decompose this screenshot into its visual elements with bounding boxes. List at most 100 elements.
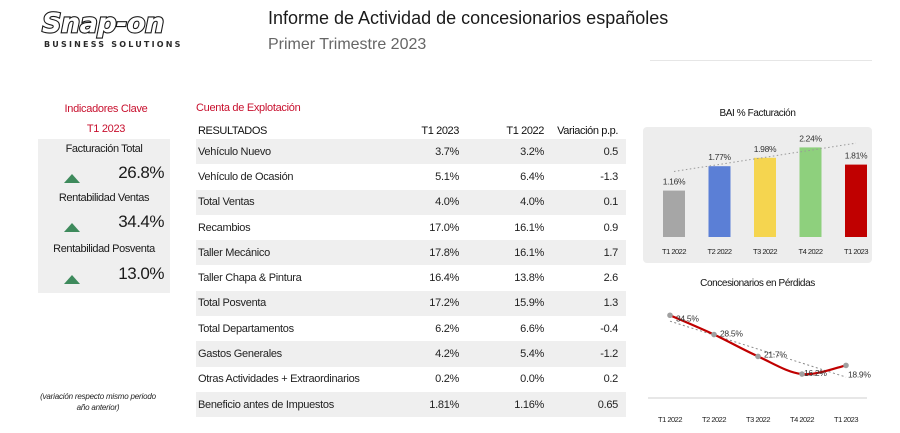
header-variacion: Variación p.p. [557, 125, 618, 137]
table-header: RESULTADOS T1 2023 T1 2022 Variación p.p… [196, 122, 626, 139]
line-point [711, 331, 717, 338]
cell-variacion: 2.6 [603, 272, 619, 285]
line-category-label: T1 2022 [658, 415, 682, 424]
kpi-value-rentabilidad-ventas: 34.4% [118, 212, 164, 231]
table-row: Total Departamentos 6.2% 6.6% -0.4 [196, 316, 626, 341]
cell-variacion: 1.3 [603, 297, 619, 310]
cell-t1-2022: 3.2% [520, 145, 544, 158]
cell-t1-2023: 0.2% [435, 373, 459, 386]
bar-category-label: T1 2022 [662, 247, 686, 256]
row-label: Total Posventa [198, 297, 266, 310]
bar-category-label: T4 2022 [798, 247, 822, 256]
bar-chart-title: BAI % Facturación [719, 108, 796, 119]
table-title: Cuenta de Explotación [196, 102, 301, 114]
line-point [843, 362, 849, 369]
cell-variacion: 0.2 [603, 373, 619, 386]
line-point [755, 353, 761, 360]
cell-variacion: -1.3 [600, 170, 618, 183]
row-label: Otras Actividades + Extraordinarios [198, 373, 360, 386]
cell-variacion: 0.9 [603, 221, 619, 234]
results-table: RESULTADOS T1 2023 T1 2022 Variación p.p… [196, 122, 626, 418]
kpi-label-rentabilidad-posventa: Rentabilidad Posventa [53, 243, 155, 255]
bar-t3-2022 [754, 157, 776, 237]
bar-t4-2022 [799, 147, 822, 237]
header-t1-2022: T1 2022 [506, 125, 544, 137]
cell-variacion: -1.2 [600, 348, 618, 361]
table-row: Otras Actividades + Extraordinarios 0.2% 0… [196, 367, 626, 392]
cell-t1-2022: 15.9% [514, 297, 544, 310]
logo-text: Snap-on [42, 8, 164, 39]
row-label: Total Ventas [198, 196, 255, 209]
cell-t1-2022: 1.16% [514, 398, 544, 411]
line-value-label: 34.5% [676, 313, 699, 323]
cell-t1-2022: 4.0% [520, 196, 544, 209]
cell-variacion: 0.5 [603, 145, 619, 158]
logo-subtitle: BUSINESS SOLUTIONS [44, 40, 183, 49]
header-resultados: RESULTADOS [198, 125, 267, 137]
bar-category-label: T3 2022 [753, 247, 777, 256]
row-label: Beneficio antes de Impuestos [198, 398, 334, 411]
cell-t1-2023: 3.7% [435, 145, 459, 158]
line-chart-title: Concesionarios en Pérdidas [700, 278, 815, 289]
perdidas-line-chart-panel: 34.5% T1 2022 28.5% T2 2022 21.7% T3 2022 16.2… [643, 296, 872, 433]
cell-t1-2022: 5.4% [520, 348, 544, 361]
kpi-footnote: (variación respecto mismo periodo año an… [40, 392, 156, 412]
table-row: Beneficio antes de Impuestos 1.81% 1.16% 0.… [196, 391, 626, 418]
bar-category-label: T1 2023 [844, 247, 868, 256]
perdidas-line-chart: 34.5% T1 2022 28.5% T2 2022 21.7% T3 2022 16.2… [648, 312, 872, 424]
table-row: Gastos Generales 4.2% 5.4% -1.2 [196, 341, 626, 367]
table-row: Taller Mecánico 17.8% 16.1% 1.7 [196, 240, 626, 266]
cell-t1-2022: 6.4% [520, 170, 544, 183]
snap-on-logo[interactable]: Snap-on [38, 6, 188, 56]
row-label: Taller Mecánico [198, 246, 270, 259]
kpi-period: T1 2023 [86, 123, 126, 135]
row-label: Taller Chapa & Pintura [198, 272, 302, 285]
kpi-value-facturacion: 26.8% [118, 163, 164, 182]
trend-up-icon [64, 174, 80, 183]
bai-bar-chart: 1.16% T1 2022 1.77% T2 2022 1.98% T3 2022 2.24… [662, 133, 869, 256]
cell-t1-2023: 17.2% [429, 297, 459, 310]
bar-t1-2022 [663, 190, 685, 237]
line-value-label: 16.2% [804, 368, 827, 378]
cell-t1-2023: 4.0% [435, 196, 459, 209]
kpi-panel: Facturación Total 26.8% Rentabilidad Ven… [38, 139, 170, 293]
line-value-label: 18.9% [848, 369, 871, 379]
header-t1-2023: T1 2023 [421, 125, 459, 137]
row-label: Gastos Generales [198, 348, 282, 361]
line-point [799, 371, 805, 377]
line-value-label: 21.7% [764, 349, 787, 359]
kpi-heading: Indicadores Clave [64, 103, 148, 115]
cell-t1-2023: 17.0% [429, 221, 459, 234]
line-category-label: T1 2023 [834, 415, 858, 424]
line-point [667, 312, 673, 319]
cell-t1-2022: 6.6% [520, 322, 544, 335]
perdidas-series-line [669, 314, 847, 376]
row-label: Recambios [198, 221, 251, 234]
bar-category-label: T2 2022 [707, 247, 731, 256]
row-label: Vehículo Nuevo [198, 145, 271, 158]
cell-t1-2023: 17.8% [429, 246, 459, 259]
cell-t1-2023: 16.4% [429, 272, 459, 285]
kpi-value-rentabilidad-posventa: 13.0% [118, 264, 164, 283]
cell-t1-2023: 1.81% [429, 398, 459, 411]
line-trendline [669, 320, 847, 378]
table-body: Vehículo Nuevo 3.7% 3.2% 0.5 Vehículo de Oca… [196, 139, 626, 418]
bar-value-label: 1.98% [754, 144, 777, 154]
bar-value-label: 1.81% [845, 151, 868, 161]
bar-t1-2023 [845, 164, 867, 237]
header-divider [650, 60, 872, 61]
table-row: Total Posventa 17.2% 15.9% 1.3 [196, 290, 626, 317]
kpi-label-rentabilidad-ventas: Rentabilidad Ventas [58, 192, 150, 204]
cell-t1-2022: 16.1% [514, 246, 544, 259]
row-label: Vehículo de Ocasión [198, 170, 294, 183]
cell-t1-2022: 16.1% [514, 221, 544, 234]
cell-variacion: -0.4 [600, 322, 618, 335]
table-row: Vehículo de Ocasión 5.1% 6.4% -1.3 [196, 164, 626, 189]
bar-t2-2022 [708, 166, 731, 237]
bar-value-label: 2.24% [799, 133, 822, 143]
bar-value-label: 1.77% [708, 152, 731, 162]
line-category-label: T4 2022 [790, 415, 814, 424]
table-row: Recambios 17.0% 16.1% 0.9 [196, 215, 626, 240]
table-row: Vehículo Nuevo 3.7% 3.2% 0.5 [196, 139, 626, 165]
cell-variacion: 0.65 [597, 398, 619, 411]
